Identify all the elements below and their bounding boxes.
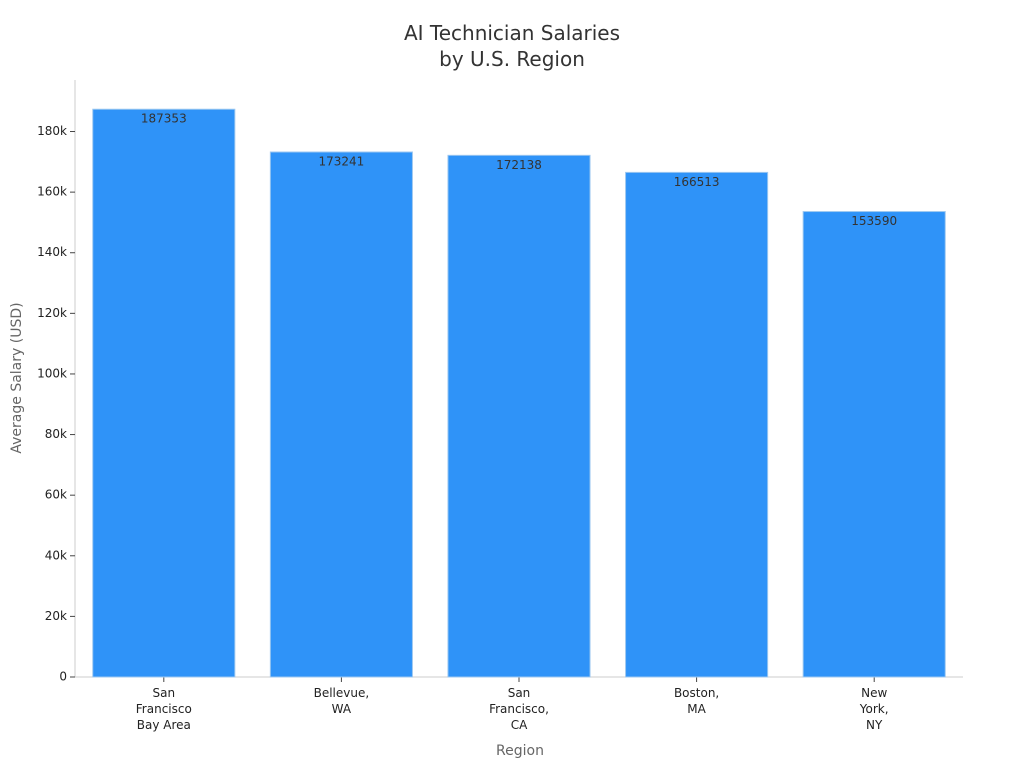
y-tick-label: 20k: [45, 609, 67, 623]
y-tick-label: 80k: [45, 427, 67, 441]
y-tick-label: 160k: [37, 185, 67, 199]
y-tick-label: 60k: [45, 488, 67, 502]
x-axis-label: Region: [496, 743, 544, 759]
y-tick-label: 100k: [37, 366, 67, 380]
chart-title: AI Technician Salaries by U.S. Region: [403, 21, 621, 71]
x-tick-label: San Francisco Bay Area: [135, 686, 192, 732]
value-label: 153590: [851, 214, 897, 228]
y-tick-label: 120k: [37, 306, 67, 320]
x-tick-label: Boston, MA: [673, 686, 720, 716]
bar: [447, 154, 591, 678]
y-axis-label: Average Salary (USD): [9, 302, 25, 453]
y-tick-label: 140k: [37, 245, 67, 259]
y-tick-label: 40k: [45, 548, 67, 562]
x-tick-label: San Francisco, CA: [489, 686, 549, 732]
value-label: 172138: [496, 158, 542, 172]
value-label: 166513: [674, 175, 720, 189]
y-tick-label: 0: [59, 670, 67, 684]
value-label: 173241: [318, 155, 364, 169]
value-label: 187353: [141, 112, 187, 126]
bar: [802, 211, 946, 678]
bar: [269, 151, 413, 678]
bar: [625, 171, 769, 678]
x-tick-label: New York, NY: [859, 686, 889, 732]
y-tick-label: 180k: [37, 124, 67, 138]
bar: [92, 108, 236, 678]
x-tick-label: Bellevue, WA: [313, 686, 370, 716]
